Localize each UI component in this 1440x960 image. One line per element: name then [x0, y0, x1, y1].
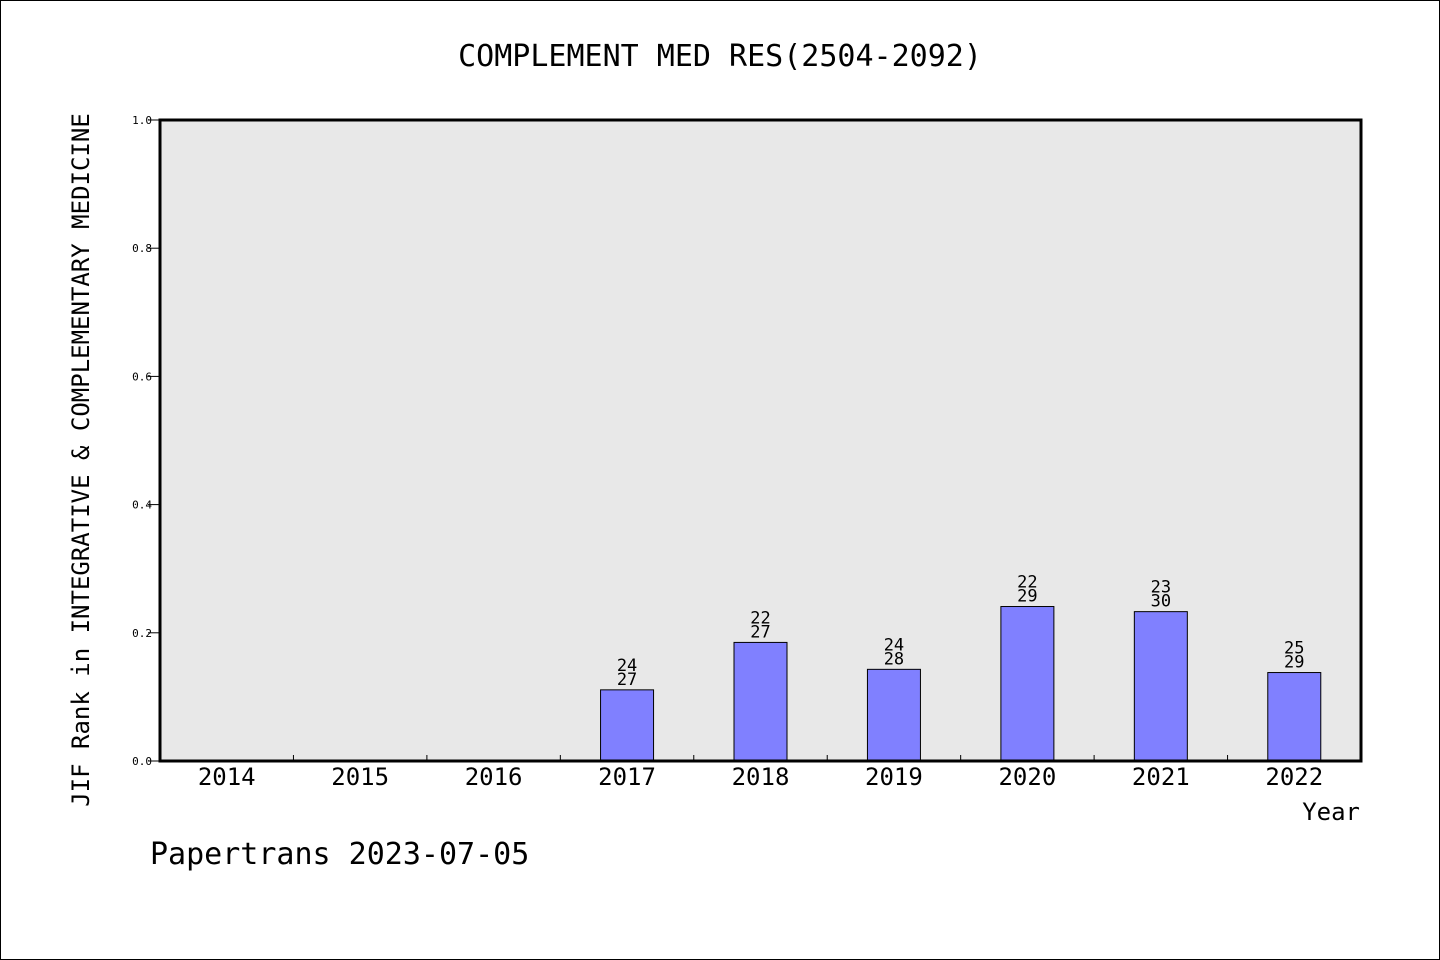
y-tick-label: 1.0	[132, 114, 152, 127]
bar-total-label: 29	[1017, 587, 1037, 607]
bar-rank-label: 25	[1284, 639, 1304, 659]
bar-total-label: 28	[884, 649, 904, 669]
y-tick-label: 0.0	[132, 755, 152, 768]
y-tick-label: 0.2	[132, 627, 152, 640]
x-tick-label: 2020	[998, 763, 1056, 791]
x-axis: 2014 2015 2016 2017 2018 2019 2020 2021 2022	[198, 755, 1323, 791]
x-tick-label: 2016	[465, 763, 523, 791]
bar-total-label: 30	[1151, 592, 1171, 612]
chart-title: COMPLEMENT MED RES(2504-2092)	[458, 39, 982, 74]
x-tick-label: 2019	[865, 763, 923, 791]
x-tick-label: 2018	[732, 763, 790, 791]
bar-rank-label: 23	[1151, 578, 1171, 598]
x-tick-label: 2017	[598, 763, 656, 791]
bar-rank-label: 24	[884, 635, 904, 655]
bar	[866, 668, 921, 762]
bar-rank-label: 24	[617, 656, 637, 676]
bar	[1133, 611, 1188, 762]
bar	[600, 689, 655, 762]
bar-total-label: 27	[617, 670, 637, 690]
bar	[733, 641, 788, 762]
x-axis-label: Year	[1302, 798, 1360, 826]
y-axis: 0.0 0.2 0.4 0.6 0.8 1.0	[132, 114, 160, 768]
bar-rank-label: 22	[1017, 573, 1037, 593]
y-tick-label: 0.4	[132, 499, 152, 512]
bar-total-label: 27	[750, 622, 770, 642]
y-tick-label: 0.8	[132, 242, 152, 255]
x-tick-label: 2014	[198, 763, 256, 791]
footer-source: Papertrans 2023-07-05	[150, 837, 529, 872]
bar-rank-label: 22	[750, 608, 770, 628]
x-tick-label: 2021	[1132, 763, 1190, 791]
y-tick-label: 0.6	[132, 370, 152, 383]
x-tick-label: 2015	[331, 763, 389, 791]
bar	[1267, 672, 1322, 762]
plot-border	[158, 118, 1363, 763]
bar	[1000, 606, 1055, 762]
y-axis-label: JIF Rank in INTEGRATIVE & COMPLEMENTARY …	[67, 113, 95, 807]
x-tick-label: 2022	[1265, 763, 1323, 791]
bar-total-label: 29	[1284, 653, 1304, 673]
